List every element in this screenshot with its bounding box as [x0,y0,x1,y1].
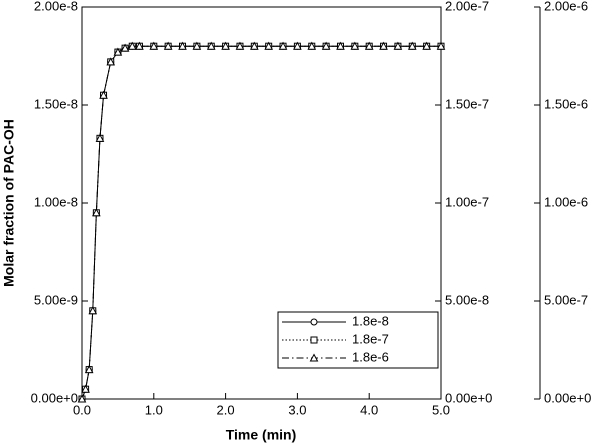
y2-tick-label: 1.50e-7 [445,96,489,111]
data-point [407,41,417,50]
x-tick-label: 4.0 [360,402,378,417]
data-point [84,365,94,374]
y-tick-label: 5.00e-9 [34,292,78,307]
y-tick-label: 0.00e+0 [31,390,78,405]
data-point [321,41,331,50]
data-point [163,41,173,50]
data-point [422,41,431,50]
data-point [120,43,130,52]
data-point [192,41,202,50]
data-point [88,306,98,315]
data-point [364,41,374,50]
data-point [249,41,259,50]
legend-marker [310,318,318,326]
y3-tick-label: 1.50e-6 [544,96,588,111]
data-point [113,47,123,56]
x-axis-label: Time (min) [226,427,297,443]
data-point [221,41,230,50]
data-point [77,394,87,403]
y3-tick-label: 0.00e+0 [544,390,591,405]
y-axis-label: Molar fraction of PAC-OH [1,119,17,287]
data-point [149,41,159,50]
data-point [278,41,288,50]
data-point [178,41,187,50]
data-point [127,41,137,50]
data-point [106,57,116,66]
y-tick-label: 1.50e-8 [34,96,78,111]
legend-marker [309,353,319,362]
legend-box [277,311,439,369]
data-point [81,384,90,393]
legend-label: 1.8e-7 [352,331,389,346]
legend-marker [310,336,318,344]
data-point [206,41,216,50]
data-point [393,41,403,50]
x-tick-label: 0.0 [73,402,91,417]
data-point [99,90,108,99]
data-point [350,41,360,50]
data-point [95,133,105,142]
legend-label: 1.8e-6 [352,349,389,364]
data-point [436,41,446,50]
y-tick-label: 1.00e-8 [34,194,78,209]
data-point [92,208,101,217]
y2-tick-label: 2.00e-7 [445,0,489,13]
x-tick-label: 1.0 [145,402,163,417]
data-point [264,41,274,50]
x-tick-label: 2.0 [217,402,235,417]
x-tick-label: 5.0 [432,402,450,417]
y-tick-label: 2.00e-8 [34,0,78,13]
y3-tick-label: 1.00e-6 [544,194,588,209]
data-point [379,41,388,50]
y2-tick-label: 1.00e-7 [445,194,489,209]
y2-tick-label: 0.00e+0 [445,390,492,405]
data-point [235,41,245,50]
y3-tick-label: 2.00e-6 [544,0,588,13]
y3-tick-label: 5.00e-7 [544,292,588,307]
data-point [135,41,144,50]
data-point [293,41,302,50]
x-tick-label: 3.0 [288,402,306,417]
y2-tick-label: 5.00e-8 [445,292,489,307]
data-point [336,41,345,50]
legend-label: 1.8e-8 [352,313,389,328]
data-point [307,41,317,50]
